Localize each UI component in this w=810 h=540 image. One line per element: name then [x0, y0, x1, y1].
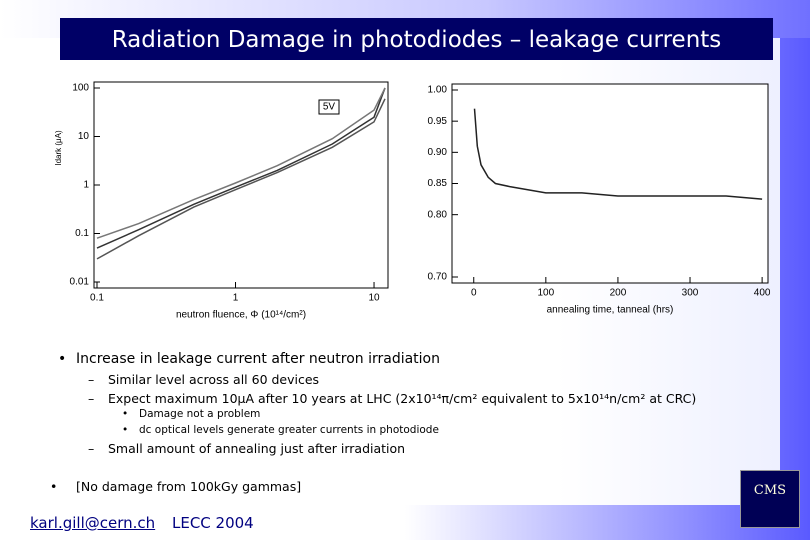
x-tick-label: 0 [471, 288, 477, 299]
series-line [96, 87, 386, 239]
bullet: Damage not a problem [139, 408, 261, 420]
plot-frame [451, 83, 769, 284]
y-tick-label: 10 [78, 131, 90, 142]
y-axis-label: Idark (μA) [54, 130, 63, 166]
series-line [473, 108, 763, 200]
event: LECC 2004 [172, 514, 254, 532]
bullet: [No damage from 100kGy gammas] [76, 479, 302, 494]
y-tick-label: 100 [72, 83, 89, 94]
y-tick-label: 0.1 [75, 228, 89, 239]
series-line [96, 98, 386, 260]
dash: – [88, 372, 95, 387]
y-tick-label: 0.95 [428, 116, 448, 127]
bullet-glyph: • [58, 351, 67, 367]
x-axis-label: annealing time, tanneal (hrs) [547, 305, 674, 316]
y-tick-label: 0.70 [428, 272, 448, 283]
x-tick-label: 400 [754, 288, 771, 299]
y-tick-label: 1 [83, 180, 89, 191]
x-tick-label: 1 [233, 293, 239, 304]
y-tick-label: 0.85 [428, 178, 448, 189]
bullet: Small amount of annealing just after irr… [108, 441, 406, 456]
bullet: Similar level across all 60 devices [108, 372, 320, 387]
x-tick-label: 200 [610, 288, 627, 299]
annotation-box [318, 99, 340, 115]
x-tick-label: 0.1 [90, 293, 104, 304]
bullet-glyph: • [122, 408, 129, 420]
bullet: Increase in leakage current after neutro… [76, 351, 440, 367]
annotation: 5V [323, 102, 336, 113]
bullet: dc optical levels generate greater curre… [139, 424, 439, 436]
dash: – [88, 391, 95, 406]
y-tick-label: 0.90 [428, 147, 448, 158]
y-tick-label: 0.80 [428, 209, 448, 220]
logo: CMS [740, 470, 800, 528]
bullet-glyph: • [122, 424, 129, 436]
x-tick-label: 100 [537, 288, 554, 299]
bullet-glyph: • [50, 479, 58, 494]
x-tick-label: 300 [682, 288, 699, 299]
y-tick-label: 0.01 [70, 277, 90, 288]
bullet: Expect maximum 10μA after 10 years at LH… [108, 391, 697, 406]
y-tick-label: 1.00 [428, 85, 448, 96]
dash: – [88, 441, 95, 456]
slide-title: Radiation Damage in photodiodes – leakag… [60, 18, 773, 60]
x-tick-label: 10 [368, 293, 380, 304]
x-axis-label: neutron fluence, Φ (10¹⁴/cm²) [176, 310, 306, 321]
series-line [96, 87, 386, 249]
email-link[interactable]: karl.gill@cern.ch [30, 514, 156, 532]
